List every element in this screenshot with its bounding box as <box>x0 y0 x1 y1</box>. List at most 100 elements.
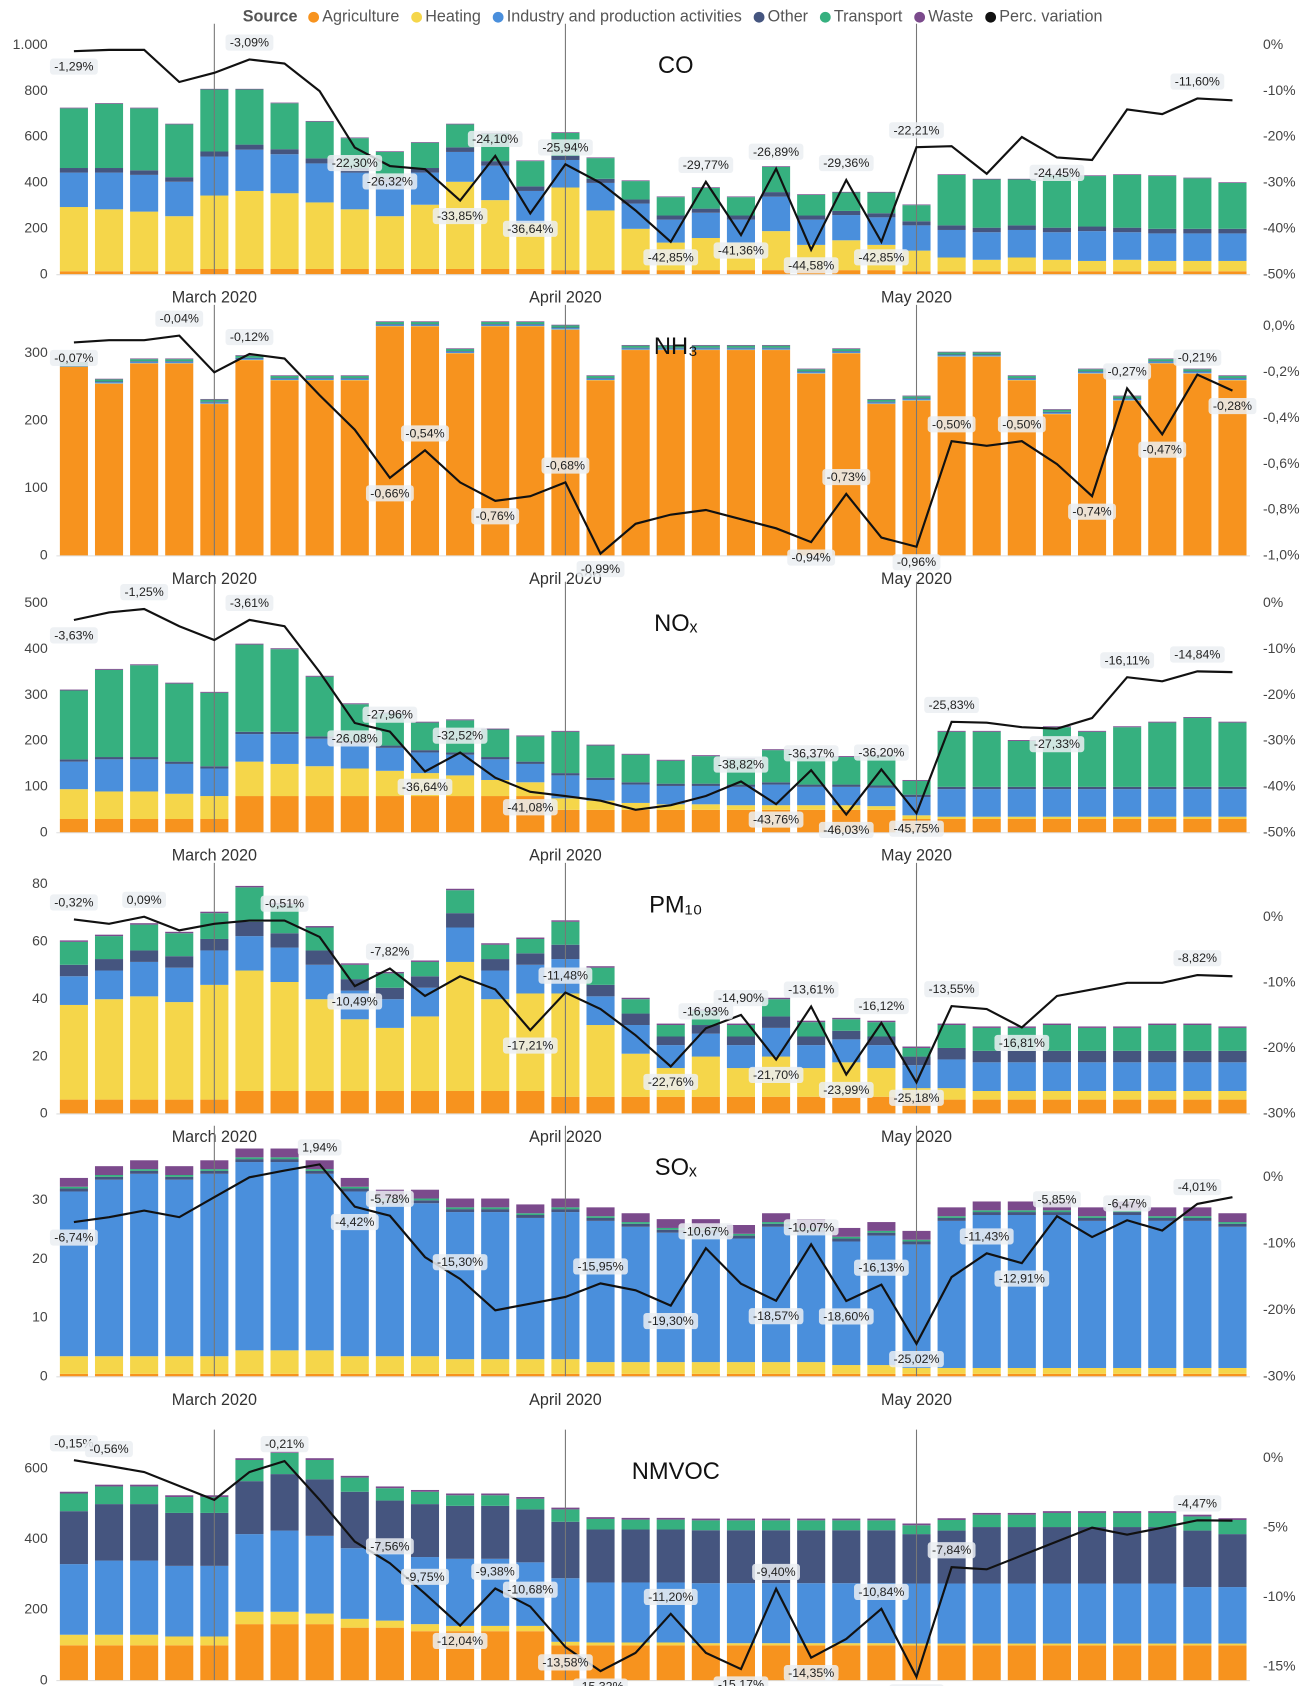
value-label: -15,32% <box>577 1680 623 1686</box>
bar <box>867 192 895 193</box>
bar <box>1183 1516 1211 1530</box>
bar <box>797 1520 825 1530</box>
value-label-group: -44,58% <box>784 257 839 273</box>
y2-tick-label: -10% <box>1263 82 1296 98</box>
value-label: -0,12% <box>230 330 269 344</box>
y2-tick-label: -20% <box>1263 1301 1296 1317</box>
bar <box>832 192 860 193</box>
bar <box>1043 1527 1071 1583</box>
bar <box>516 938 544 939</box>
legend-label: Agriculture <box>322 8 399 26</box>
bar <box>306 269 334 275</box>
bar <box>762 348 790 349</box>
legend-swatch <box>308 12 319 23</box>
bar <box>95 384 123 556</box>
bar <box>1218 233 1246 261</box>
x-tick-label: April 2020 <box>529 847 602 865</box>
bar <box>727 197 755 215</box>
value-label-group: -0,56% <box>85 1441 133 1457</box>
bar <box>341 380 369 555</box>
value-label: -15,30% <box>437 1255 483 1269</box>
legend-swatch <box>411 12 422 23</box>
bar <box>657 1025 685 1036</box>
bar <box>516 1218 544 1359</box>
legend-swatch <box>754 12 765 23</box>
bar <box>60 1635 88 1646</box>
value-label: -25,18% <box>893 1091 939 1105</box>
bar <box>973 1062 1001 1091</box>
bar <box>762 197 790 231</box>
bar <box>376 1091 404 1114</box>
bar <box>306 1458 334 1460</box>
value-label-group: -42,85% <box>643 249 698 265</box>
bar <box>938 1207 966 1216</box>
bar <box>622 348 650 349</box>
bar <box>622 348 650 349</box>
bar <box>727 805 755 810</box>
value-label: -0,66% <box>370 486 409 500</box>
bar <box>1043 789 1071 817</box>
value-label: -3,61% <box>230 596 269 610</box>
bar <box>165 364 193 556</box>
bar <box>832 805 860 810</box>
bar <box>411 324 439 325</box>
value-label-group: -0,47% <box>1138 442 1186 458</box>
value-label-group: -5,85% <box>1033 1191 1081 1207</box>
bar <box>797 372 825 373</box>
bar <box>1183 1024 1211 1025</box>
value-label: -42,85% <box>648 250 694 264</box>
y2-tick-label: -20% <box>1263 686 1296 702</box>
bar <box>1078 1028 1106 1051</box>
bar <box>130 1174 158 1356</box>
bar <box>446 1207 474 1209</box>
bar <box>622 346 650 348</box>
bar <box>657 350 685 556</box>
bar <box>586 1207 614 1216</box>
value-label: -8,82% <box>1178 951 1217 965</box>
legend-swatch <box>820 12 831 23</box>
legend-swatch <box>985 12 996 23</box>
bar <box>867 785 895 787</box>
bar <box>727 1239 755 1363</box>
bar <box>1183 787 1211 789</box>
bar <box>1183 1368 1211 1374</box>
bar <box>516 735 544 736</box>
x-tick-label: March 2020 <box>172 289 257 307</box>
bar <box>516 1204 544 1213</box>
bar <box>1008 230 1036 258</box>
value-label-group: -29,77% <box>678 157 733 173</box>
legend-label: Other <box>768 8 809 26</box>
value-label-group: -26,89% <box>749 144 804 160</box>
value-label: -36,20% <box>858 746 904 760</box>
bar <box>867 1222 895 1231</box>
bar <box>727 1645 755 1680</box>
bar <box>306 796 334 833</box>
bar <box>1183 229 1211 234</box>
bar <box>1113 1051 1141 1062</box>
bar <box>341 963 369 964</box>
bar <box>1183 1644 1211 1646</box>
bar <box>235 1350 263 1374</box>
value-label: -1,29% <box>54 60 93 74</box>
bar <box>341 1548 369 1619</box>
bar <box>446 152 474 182</box>
value-label: -4,47% <box>1178 1496 1217 1510</box>
bar <box>516 939 544 953</box>
value-label: -26,89% <box>753 145 799 159</box>
value-label: -0,27% <box>1108 364 1147 378</box>
bar <box>1183 374 1211 556</box>
bar <box>130 1171 158 1174</box>
bar <box>727 348 755 349</box>
value-label: -0,74% <box>1072 505 1111 519</box>
bar <box>1078 371 1106 372</box>
bar <box>95 173 123 210</box>
y-tick-label: 400 <box>24 640 48 656</box>
bar <box>1148 1024 1176 1025</box>
bar <box>1043 410 1071 412</box>
bar <box>271 764 299 796</box>
bar <box>657 810 685 833</box>
bar <box>1078 369 1106 371</box>
value-label-group: -24,10% <box>468 131 523 147</box>
bar <box>60 940 88 941</box>
bar <box>1008 1584 1036 1644</box>
